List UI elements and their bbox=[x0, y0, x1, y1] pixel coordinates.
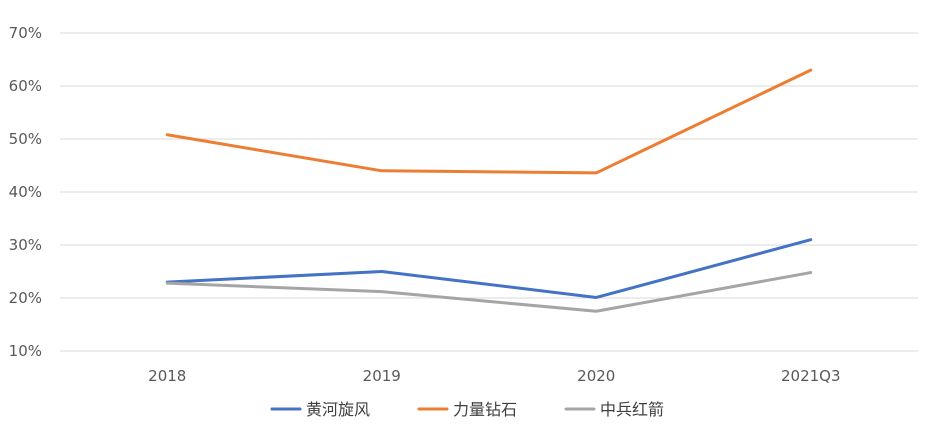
legend: 黄河旋风 力量钻石 中兵红箭 bbox=[270, 400, 664, 419]
y-tick-label: 50% bbox=[9, 130, 42, 148]
legend-label-0: 黄河旋风 bbox=[306, 400, 370, 419]
series-line-1 bbox=[165, 68, 813, 175]
legend-label-1: 力量钻石 bbox=[453, 400, 517, 419]
series-line-0 bbox=[165, 238, 813, 299]
x-tick-label: 2019 bbox=[363, 367, 401, 385]
legend-label-2: 中兵红箭 bbox=[600, 400, 664, 419]
x-axis-ticks: 2018 2019 2020 2021Q3 bbox=[148, 367, 840, 385]
series-lines bbox=[165, 68, 813, 313]
y-tick-label: 30% bbox=[9, 236, 42, 254]
y-tick-label: 10% bbox=[9, 342, 42, 360]
series-line-2 bbox=[165, 271, 813, 313]
y-axis-ticks: 10% 20% 30% 40% 50% 60% 70% bbox=[9, 24, 42, 360]
y-tick-label: 20% bbox=[9, 289, 42, 307]
x-tick-label: 2020 bbox=[577, 367, 615, 385]
x-tick-label: 2018 bbox=[148, 367, 186, 385]
y-tick-label: 40% bbox=[9, 183, 42, 201]
x-tick-label: 2021Q3 bbox=[781, 367, 841, 385]
y-tick-label: 70% bbox=[9, 24, 42, 42]
gridlines bbox=[60, 32, 918, 352]
y-tick-label: 60% bbox=[9, 77, 42, 95]
